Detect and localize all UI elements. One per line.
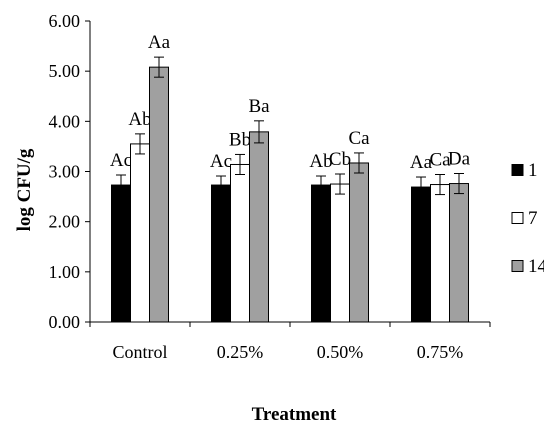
data-label: Ac — [110, 150, 132, 171]
bar — [349, 162, 369, 323]
data-label: Ab — [309, 151, 332, 172]
y-tick-label: 3.00 — [49, 162, 81, 182]
bar — [311, 184, 331, 323]
legend-swatch — [511, 164, 524, 176]
bar — [211, 184, 231, 323]
data-label: Ca — [348, 128, 370, 149]
y-tick-label: 2.00 — [49, 212, 81, 232]
x-tick-label: 0.75% — [417, 342, 464, 362]
y-axis-title: log CFU/g — [14, 148, 35, 231]
bar — [249, 131, 269, 323]
x-tick-label: Control — [112, 342, 167, 362]
data-label: Cb — [329, 149, 351, 170]
data-label: Aa — [410, 152, 433, 173]
bar — [230, 163, 250, 323]
y-tick-label: 0.00 — [49, 312, 81, 332]
y-tick-label: 6.00 — [49, 11, 81, 31]
data-label: Ca — [429, 150, 451, 171]
legend-label: 14 — [528, 256, 544, 277]
data-label: Aa — [148, 32, 171, 53]
data-label: Ac — [210, 151, 232, 172]
bar — [330, 183, 350, 323]
data-label: Da — [448, 149, 471, 170]
bar — [111, 184, 131, 323]
y-tick-label: 1.00 — [49, 262, 81, 282]
y-tick-label: 4.00 — [49, 111, 81, 131]
data-label: Ba — [248, 96, 270, 117]
legend-swatch — [511, 212, 524, 224]
y-tick-label: 5.00 — [49, 61, 81, 81]
data-label: Bb — [229, 129, 251, 150]
bar — [449, 183, 469, 323]
plot-area: 0.00 1.00 2.00 3.00 4.00 5.00 6.00 Control 0.25%… — [49, 11, 491, 362]
x-tick-label: 0.50% — [317, 342, 364, 362]
x-tick-label: 0.25% — [217, 342, 264, 362]
bar — [130, 143, 150, 323]
legend-label: 1 — [528, 160, 538, 181]
legend-swatch — [511, 260, 524, 272]
bar — [149, 66, 169, 323]
legend-label: 7 — [528, 208, 538, 229]
x-axis-title: Treatment — [252, 404, 337, 425]
bar — [430, 184, 450, 323]
bar — [411, 186, 431, 323]
data-label: Ab — [128, 109, 151, 130]
